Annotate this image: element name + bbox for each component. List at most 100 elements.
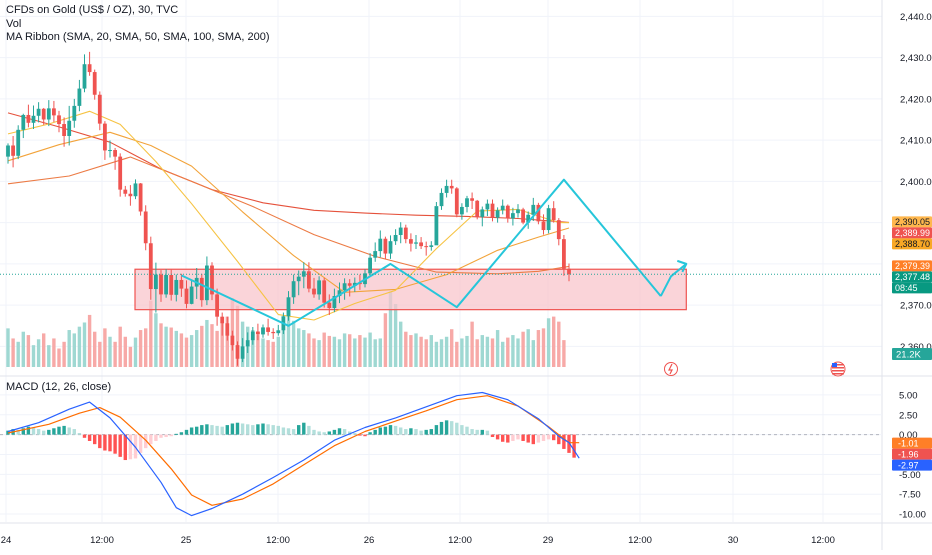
price-tick-label: 2,440.00: [900, 12, 932, 23]
candle-body: [36, 108, 41, 116]
volume-badge-label: 21.2K: [896, 350, 921, 361]
candle-body: [143, 211, 148, 244]
macd-histogram-bar: [424, 429, 428, 435]
macd-histogram-bar: [399, 427, 403, 435]
volume-bar: [322, 332, 326, 367]
ma-line-sma200: [7, 112, 570, 223]
volume-bar: [133, 337, 138, 367]
time-tick-label: 12:00: [628, 535, 652, 546]
macd-histogram-bar: [490, 434, 495, 438]
candle-body: [108, 150, 112, 152]
candle-body: [256, 331, 260, 335]
volume-bar: [450, 329, 454, 367]
candle-body: [103, 123, 107, 151]
macd-histogram-bar: [52, 428, 56, 435]
macd-histogram-bar: [516, 434, 520, 440]
volume-bar: [31, 345, 36, 367]
macd-histogram-bar: [154, 434, 158, 441]
volume-bar: [332, 336, 337, 367]
macd-histogram-bar: [541, 434, 546, 441]
volume-bar: [52, 338, 56, 367]
candle-body: [317, 280, 321, 295]
macd-tick-label: -5.00: [899, 470, 921, 481]
price-badge-label: 2,390.05: [895, 217, 930, 227]
macd-histogram-bar: [266, 424, 270, 435]
volume-bar: [444, 336, 449, 367]
macd-histogram-bar: [164, 434, 168, 438]
candle-body: [516, 209, 520, 214]
candle-body: [398, 227, 403, 235]
volume-bar: [210, 324, 214, 367]
macd-histogram-bar: [465, 426, 469, 435]
candle-body: [562, 239, 566, 269]
macd-histogram-bar: [388, 425, 393, 435]
volume-bar: [77, 326, 82, 367]
lightning-icon-bolt: [668, 363, 673, 375]
macd-histogram-bar: [312, 429, 316, 435]
candle-body: [148, 243, 153, 290]
macd-histogram-bar: [475, 429, 479, 435]
macd-histogram-bar: [62, 425, 66, 435]
macd-tick-label: 0.00: [899, 430, 918, 441]
candle-body: [205, 265, 209, 301]
macd-histogram-bar: [93, 434, 97, 445]
macd-histogram-bar: [189, 427, 194, 435]
price-tick-label: 2,420.00: [900, 94, 932, 105]
candle-body: [327, 302, 332, 309]
macd-badge: [892, 459, 932, 471]
candle-body: [11, 145, 15, 156]
candle-body: [419, 242, 423, 247]
ma-line-sma100: [7, 156, 570, 275]
macd-histogram-bar: [337, 428, 342, 435]
macd-badge-label: -1.96: [898, 449, 919, 459]
macd-histogram-bar: [98, 434, 102, 449]
macd-badge: [892, 448, 932, 460]
macd-histogram-bar: [235, 422, 240, 435]
candle-body: [393, 235, 398, 242]
volume-bar: [358, 335, 362, 367]
candle-body: [164, 275, 168, 295]
candle-body: [123, 189, 128, 194]
candle-body: [403, 227, 408, 240]
time-tick-label: 24: [1, 535, 12, 546]
candle-body: [424, 246, 429, 248]
candle-body: [82, 64, 87, 89]
volume-badge: [892, 348, 932, 360]
ma-ribbon-label: MA Ribbon (SMA, 20, SMA, 50, SMA, 100, S…: [6, 31, 270, 43]
macd-histogram-bar: [108, 434, 112, 452]
projection-arrowhead: [676, 259, 688, 273]
volume-bar: [495, 330, 500, 367]
time-tick-label: 25: [181, 535, 192, 546]
volume-bar: [353, 338, 357, 367]
candle-body: [235, 345, 240, 359]
volume-bar: [251, 330, 255, 367]
candle-body: [567, 268, 571, 275]
candle-body: [439, 192, 444, 207]
macd-badge-label: -1.01: [898, 438, 919, 448]
volume-bar: [11, 338, 15, 367]
macd-histogram-bar: [261, 423, 265, 435]
candle-body: [159, 274, 163, 295]
macd-badge: [892, 437, 932, 449]
macd-histogram-bar: [317, 431, 321, 435]
price-badge: [892, 260, 932, 272]
macd-histogram-bar: [77, 433, 82, 435]
volume-bar: [256, 335, 260, 367]
candle-body: [184, 288, 189, 304]
candle-body: [266, 327, 270, 332]
candle-body: [373, 251, 378, 258]
volume-bar: [312, 338, 316, 367]
volume-bar: [179, 333, 184, 367]
macd-histogram-bar: [225, 425, 229, 435]
price-badge: [892, 282, 932, 294]
volume-bar: [470, 321, 474, 367]
volume-bar: [47, 345, 51, 367]
macd-histogram-bar: [36, 429, 41, 435]
macd-histogram-bar: [404, 429, 408, 435]
candle-body: [342, 283, 347, 291]
candle-body: [230, 335, 235, 346]
volume-bar: [373, 339, 377, 367]
price-badge: [892, 227, 932, 239]
